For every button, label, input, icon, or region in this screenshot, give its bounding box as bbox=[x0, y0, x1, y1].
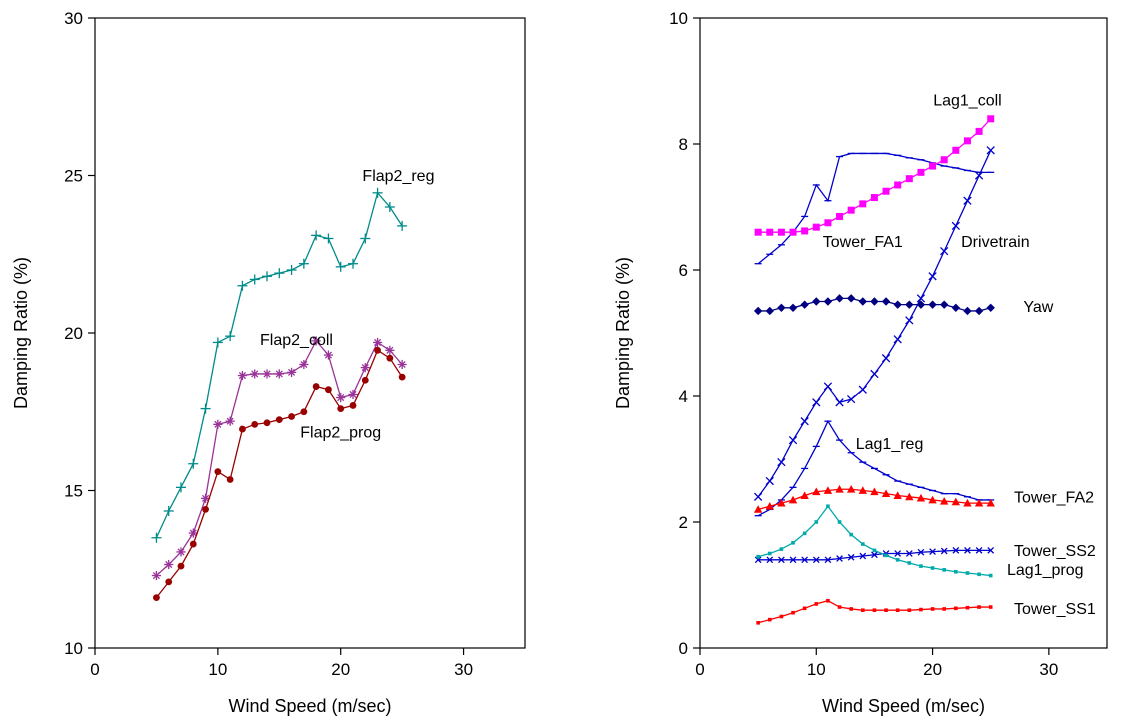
series-markers-Drivetrain bbox=[753, 146, 995, 501]
y-tick-label: 2 bbox=[679, 513, 688, 532]
y-tick-label: 10 bbox=[64, 639, 83, 658]
series-label-Tower_FA2: Tower_FA2 bbox=[1014, 489, 1094, 506]
series-label-Flap2_prog: Flap2_prog bbox=[300, 425, 381, 442]
series-markers-Lag1_prog bbox=[756, 504, 993, 578]
series-label-Lag1_prog: Lag1_prog bbox=[1007, 562, 1084, 579]
series-label-Tower_SS2: Tower_SS2 bbox=[1014, 543, 1096, 560]
x-tick-label: 10 bbox=[807, 660, 826, 679]
series-label-Tower_FA1: Tower_FA1 bbox=[823, 234, 903, 251]
y-tick-label: 20 bbox=[64, 324, 83, 343]
y-axis-label: Damping Ratio (%) bbox=[11, 257, 31, 409]
y-tick-label: 15 bbox=[64, 482, 83, 501]
y-tick-label: 4 bbox=[679, 387, 688, 406]
series-markers-Flap2_reg bbox=[151, 187, 408, 543]
series-markers-Tower_FA2 bbox=[753, 485, 995, 513]
x-tick-label: 30 bbox=[454, 660, 473, 679]
series-label-Yaw: Yaw bbox=[1023, 299, 1053, 316]
series-line-Lag1_prog bbox=[757, 505, 991, 577]
y-tick-label: 30 bbox=[64, 9, 83, 28]
x-axis-label: Wind Speed (m/sec) bbox=[822, 696, 985, 716]
x-axis-label: Wind Speed (m/sec) bbox=[228, 696, 391, 716]
series-markers-Tower_SS1 bbox=[756, 598, 993, 625]
lag-tower-damping-chart-svg: 0 10 20 30 0 2 4 6 8 10 Lag1_coll Tower_FA1 Drivetra… bbox=[613, 9, 1108, 716]
series-markers-Flap2_prog bbox=[153, 346, 406, 601]
x-tick-label: 30 bbox=[1039, 660, 1058, 679]
flap-damping-chart-svg: 0 10 20 30 10 15 20 25 30 Flap2_reg Flap2_coll Flap… bbox=[11, 9, 526, 716]
x-tick-label: 20 bbox=[923, 660, 942, 679]
plot-border bbox=[699, 17, 1108, 649]
x-tick-label: 0 bbox=[695, 660, 704, 679]
series-line-Lag1_coll bbox=[758, 118, 992, 233]
x-tick-label: 0 bbox=[90, 660, 99, 679]
x-tick-label: 20 bbox=[331, 660, 350, 679]
series-label-Flap2_coll: Flap2_coll bbox=[260, 332, 333, 349]
y-tick-label: 10 bbox=[669, 9, 688, 28]
lag-tower-damping-chart: 0 10 20 30 0 2 4 6 8 10 Lag1_coll Tower_FA1 Drivetra… bbox=[565, 0, 1140, 726]
y-tick-label: 6 bbox=[679, 261, 688, 280]
flap-damping-chart: 0 10 20 30 10 15 20 25 30 Flap2_reg Flap2_coll Flap… bbox=[0, 0, 565, 726]
y-axis-label: Damping Ratio (%) bbox=[613, 257, 633, 409]
series-label-Tower_SS1: Tower_SS1 bbox=[1014, 601, 1096, 618]
series-markers-Flap2_coll bbox=[151, 336, 407, 581]
series-markers-Lag1_coll bbox=[754, 115, 995, 236]
series-markers-Tower_SS2 bbox=[754, 546, 995, 564]
series-label-Drivetrain: Drivetrain bbox=[961, 234, 1029, 251]
y-tick-label: 25 bbox=[64, 167, 83, 186]
y-tick-label: 0 bbox=[679, 639, 688, 658]
x-tick-label: 10 bbox=[208, 660, 227, 679]
series-label-Lag1_reg: Lag1_reg bbox=[856, 436, 924, 453]
series-line-Flap2_prog bbox=[155, 349, 403, 598]
series-label-Lag1_coll: Lag1_coll bbox=[933, 92, 1002, 109]
series-markers-Yaw bbox=[753, 294, 995, 316]
series-label-Flap2_reg: Flap2_reg bbox=[362, 168, 434, 185]
y-tick-label: 8 bbox=[679, 135, 688, 154]
